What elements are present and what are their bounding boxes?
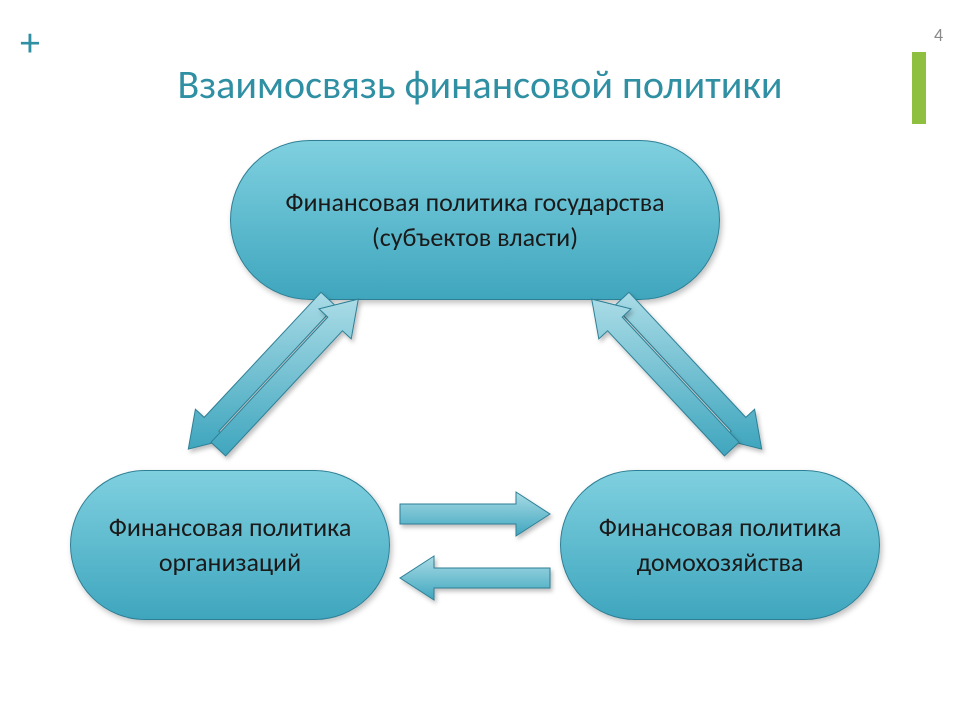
slide: + 4 Взаимосвязь финансовой политики Фина… xyxy=(0,0,960,720)
diagram-arrow xyxy=(211,299,358,456)
diagram-arrow xyxy=(614,292,761,449)
diagram-arrow xyxy=(400,556,550,600)
diagram-arrows-layer xyxy=(0,0,960,720)
diagram-arrow xyxy=(592,299,739,456)
diagram-arrow xyxy=(188,292,335,449)
diagram-arrow xyxy=(400,492,550,536)
